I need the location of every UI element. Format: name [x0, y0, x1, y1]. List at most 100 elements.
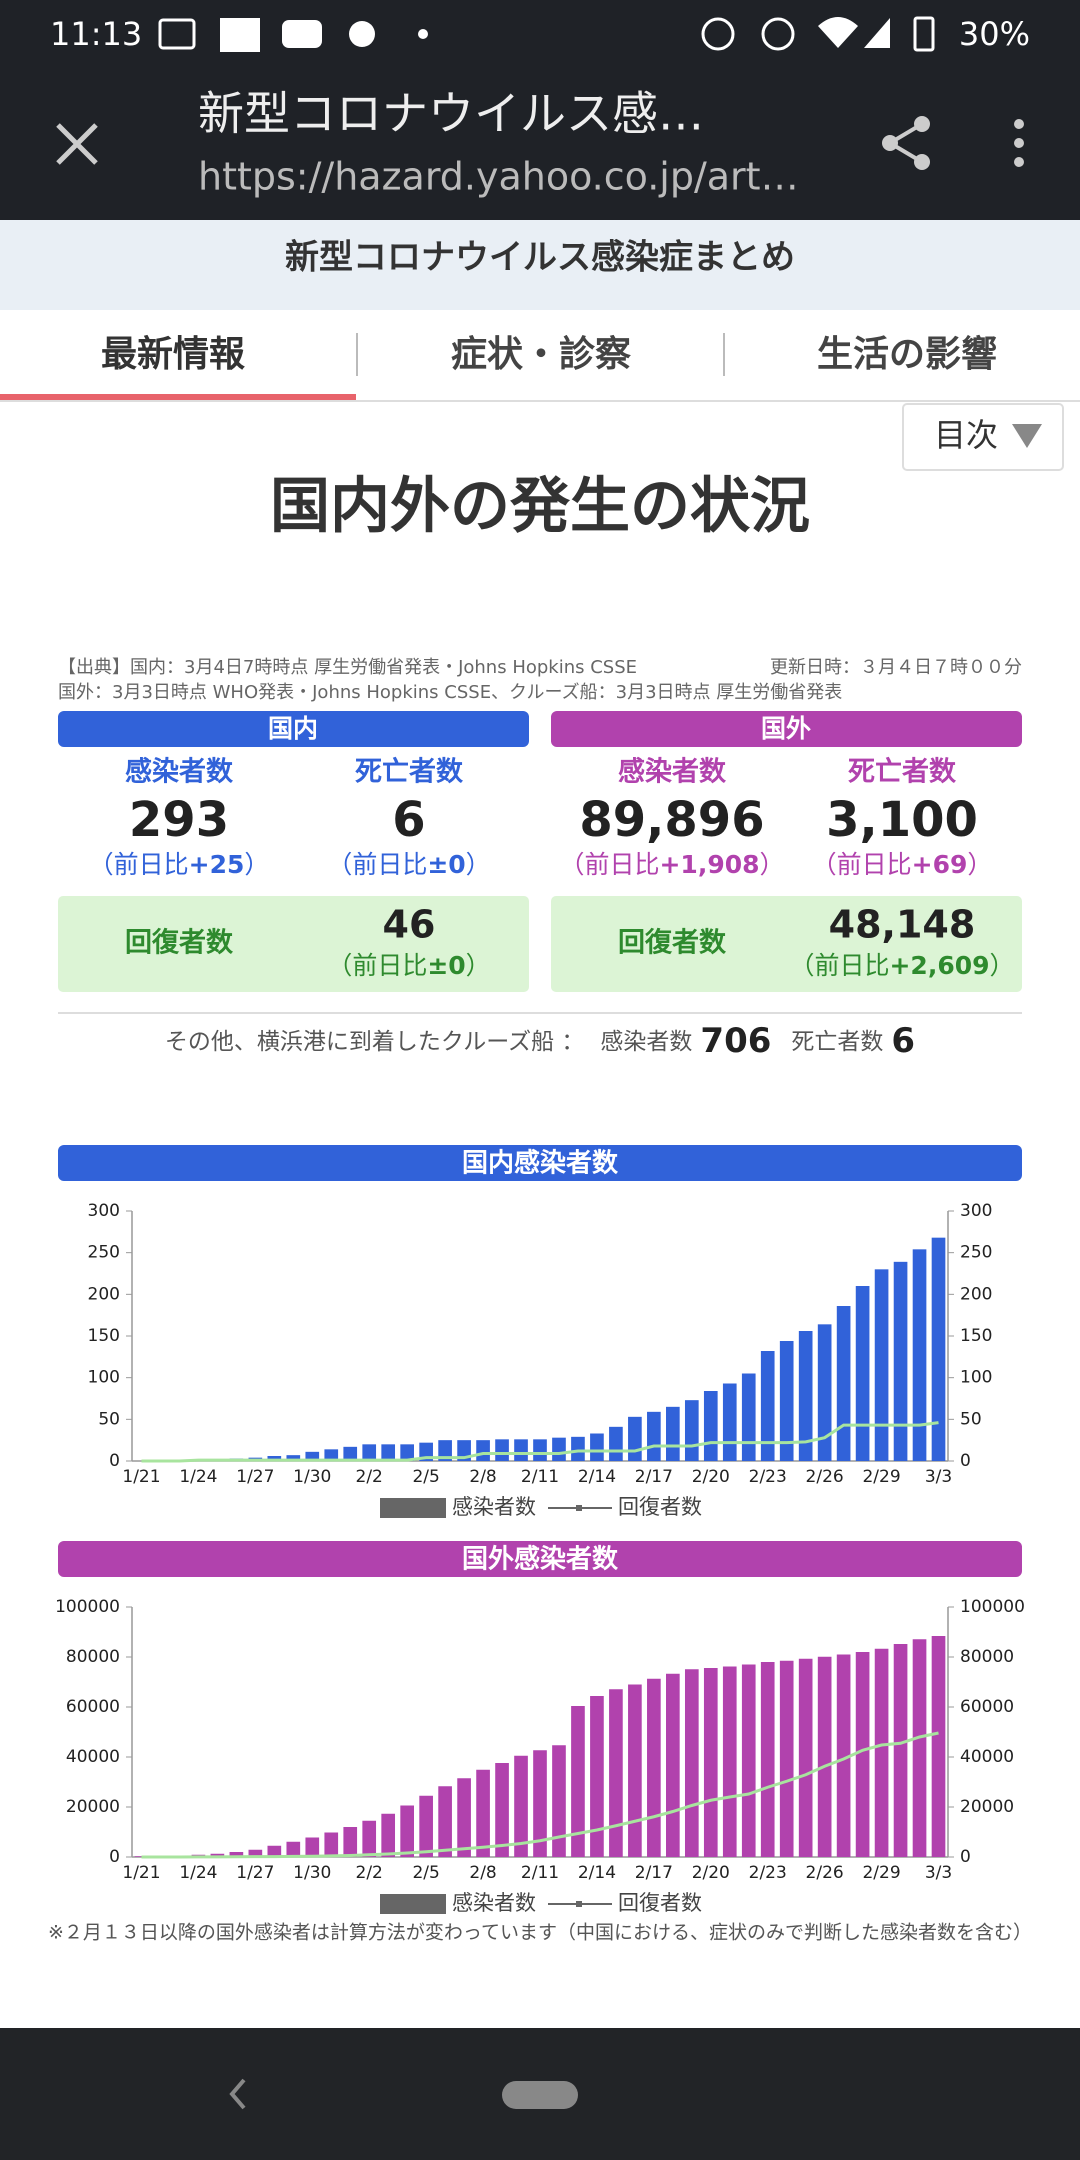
- wifi-icon: [818, 17, 858, 48]
- bar: [495, 1763, 509, 1857]
- deaths-label: 死亡者数: [355, 757, 464, 788]
- y2-tick-label: 40000: [960, 1747, 1014, 1767]
- change-value: +2,609: [889, 951, 989, 980]
- x-tick-label: 2/8: [469, 1863, 496, 1883]
- legend-swatch: [380, 1894, 446, 1914]
- clock: 11:13: [50, 15, 142, 53]
- source: 【出典】国内：3月4日7時時点 厚生労働省発表・Johns Hopkins CS…: [58, 657, 637, 678]
- bar: [571, 1436, 585, 1461]
- change-suffix: ）: [990, 951, 1015, 980]
- close-button[interactable]: [56, 123, 98, 165]
- bar: [647, 1678, 661, 1857]
- status-icon: [158, 18, 196, 50]
- page-url: https://hazard.yahoo.co.jp/art…: [198, 155, 799, 199]
- bar: [760, 1351, 775, 1461]
- toc-button[interactable]: [902, 403, 1064, 471]
- change-value: +1,908: [659, 850, 759, 879]
- cases-count: 89,896: [579, 792, 764, 848]
- back-button[interactable]: [229, 2078, 246, 2110]
- bar: [722, 1383, 737, 1461]
- y-tick-label: 0: [109, 1451, 120, 1471]
- bar: [305, 1451, 320, 1461]
- tab-bar: [0, 310, 1080, 400]
- region-name: 国外: [761, 714, 811, 743]
- recovered-label: 回復者数: [618, 927, 727, 959]
- recovered-line: [141, 1731, 939, 1859]
- bar: [552, 1745, 566, 1857]
- bar: [931, 1237, 946, 1461]
- bar: [438, 1440, 452, 1461]
- x-tick-label: 1/27: [236, 1467, 274, 1487]
- change-prefix: （前日比: [812, 850, 912, 879]
- bar: [647, 1411, 661, 1461]
- bar: [798, 1331, 813, 1461]
- bar: [381, 1813, 396, 1857]
- cruise-label: その他、横浜港に到着したクルーズ船 ：: [165, 1029, 584, 1055]
- y2-tick-label: 20000: [960, 1797, 1014, 1817]
- chart-title-bar: [58, 1145, 1022, 1181]
- bar: [874, 1269, 889, 1461]
- legend-label: 感染者数: [452, 1891, 536, 1915]
- x-tick-label: 2/14: [578, 1863, 616, 1883]
- bar: [703, 1391, 718, 1461]
- share-button[interactable]: [882, 116, 930, 170]
- change-prefix: （前日比: [327, 951, 427, 980]
- legend-swatch: [576, 1505, 582, 1511]
- bar: [817, 1656, 832, 1857]
- bar: [628, 1416, 642, 1461]
- change-suffix: ）: [967, 850, 992, 879]
- bar: [912, 1639, 927, 1857]
- toc-label: 目次: [934, 416, 998, 454]
- bar: [476, 1440, 490, 1461]
- x-tick-label: 2/11: [521, 1863, 559, 1883]
- x-tick-label: 2/26: [806, 1863, 844, 1883]
- bar: [552, 1437, 566, 1461]
- bar: [514, 1755, 528, 1857]
- bar: [362, 1444, 377, 1461]
- tab[interactable]: 生活の影響: [817, 333, 997, 375]
- recovered-box: [58, 896, 529, 992]
- change-suffix: ）: [244, 850, 269, 879]
- bar: [590, 1433, 604, 1461]
- x-tick-label: 2/17: [635, 1863, 673, 1883]
- y2-tick-label: 0: [960, 1847, 971, 1867]
- region-name: 国内: [268, 714, 318, 743]
- change-value: +25: [189, 850, 245, 879]
- y-tick-label: 50: [98, 1409, 120, 1429]
- legend-label: 回復者数: [618, 1495, 702, 1519]
- home-button[interactable]: [502, 2081, 578, 2109]
- y2-tick-label: 150: [960, 1326, 992, 1346]
- x-tick-label: 3/3: [925, 1863, 952, 1883]
- chart-title-bar: [58, 1541, 1022, 1577]
- active-tab-indicator: [0, 394, 356, 400]
- y2-tick-label: 300: [960, 1201, 992, 1221]
- y-tick-label: 150: [88, 1326, 120, 1346]
- x-tick-label: 3/3: [925, 1467, 952, 1487]
- x-tick-label: 1/21: [122, 1467, 160, 1487]
- bar: [703, 1668, 718, 1857]
- tab[interactable]: 最新情報: [101, 334, 245, 375]
- tab[interactable]: 症状・診察: [451, 334, 631, 375]
- deaths-label: 死亡者数: [848, 757, 957, 788]
- change-value: +69: [912, 850, 968, 879]
- legend-label: 感染者数: [452, 1495, 536, 1519]
- y-tick-label: 100000: [55, 1597, 120, 1617]
- site-header: [0, 220, 1080, 310]
- status-icon: [701, 17, 735, 51]
- updated: 更新日時：３月４日７時００分: [770, 657, 1022, 678]
- cruise-line: その他、横浜港に到着したクルーズ船 ： 感染者数 706 死亡者数 6: [165, 1021, 915, 1061]
- y2-tick-label: 50: [960, 1409, 982, 1429]
- recovered-count: 48,148: [829, 903, 976, 947]
- status-icon: [418, 29, 428, 39]
- bar: [874, 1648, 889, 1857]
- menu-button[interactable]: [1014, 119, 1024, 167]
- bar: [267, 1456, 282, 1461]
- site-title: 新型コロナウイルス感染症まとめ: [285, 238, 795, 278]
- bar: [267, 1845, 282, 1857]
- change: （前日比±0）: [327, 850, 490, 879]
- x-tick-label: 2/17: [635, 1467, 673, 1487]
- cases-label: 感染者数: [125, 756, 234, 788]
- change-prefix: （前日比: [327, 850, 427, 879]
- y2-tick-label: 200: [960, 1284, 992, 1304]
